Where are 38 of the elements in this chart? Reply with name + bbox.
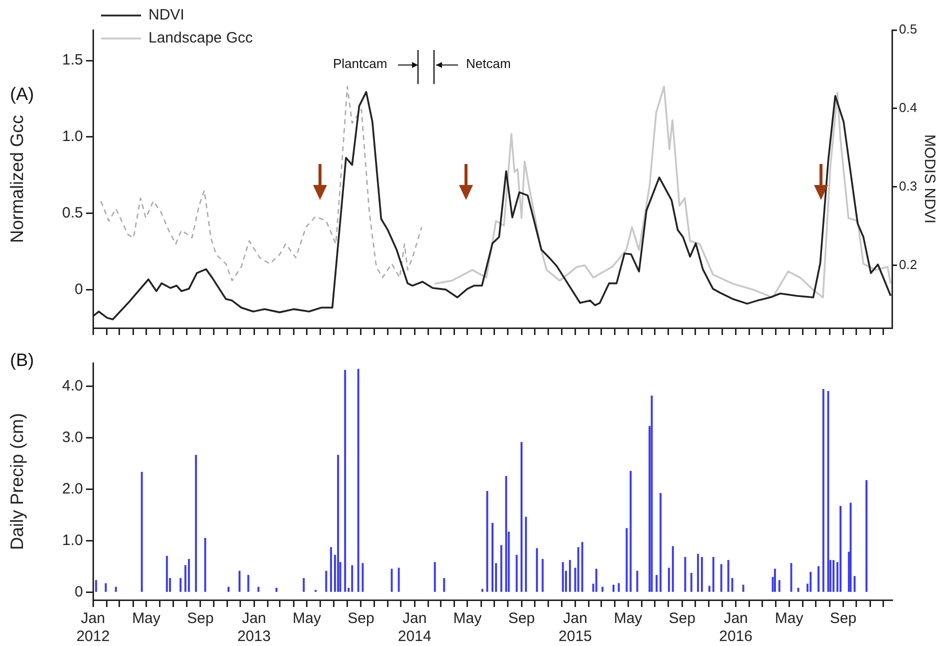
y-tick-label: 0 [74, 583, 83, 600]
x-tick-label: Jan 2012 [76, 610, 110, 646]
y-tick-label: 0 [74, 280, 83, 298]
y-tick-label: 2.0 [62, 480, 83, 498]
x-tick-label: Sep [348, 610, 374, 628]
y2-tick-label: 0.2 [899, 256, 918, 272]
y-tick-label: 1.5 [62, 52, 83, 69]
x-tick-label: May [453, 610, 482, 628]
legend-label: Landscape Gcc [148, 30, 254, 47]
x-tick-label: Jan 2014 [398, 610, 432, 646]
text: (A) [10, 84, 34, 105]
annotation: Netcam [466, 56, 511, 71]
x-tick-label: May [614, 610, 643, 628]
x-tick-label: Sep [668, 610, 696, 628]
annotation: Plantcam [333, 56, 388, 71]
y2-tick-label: 0.5 [899, 22, 918, 37]
x-tick-label: Jan 2015 [558, 610, 592, 646]
y-tick-label: 1.0 [62, 128, 83, 146]
y2-tick-label: 0.4 [899, 100, 918, 115]
x-tick-label: Sep [187, 610, 214, 628]
x-tick-label: Jan 2013 [237, 610, 271, 646]
x-tick-label: May [774, 610, 804, 628]
x-tick-label: Jan 2016 [719, 610, 752, 646]
y-tick-label: 0.5 [62, 204, 83, 222]
text: (B) [10, 350, 34, 371]
legend-label: NDVI [148, 6, 184, 24]
x-tick-label: Sep [830, 610, 857, 628]
y-axis-title: Normalized Gcc [6, 114, 27, 244]
x-tick-label: May [132, 610, 161, 628]
y-tick-label: 4.0 [62, 377, 83, 394]
line-series [100, 86, 422, 282]
x-tick-label: Sep [508, 610, 535, 628]
y2-tick-label: 0.3 [899, 178, 918, 194]
y-tick-label: 3.0 [62, 428, 83, 446]
y-axis-title: Daily Precip (cm) [6, 412, 27, 550]
y2-axis-title: MODIS NDVI [920, 134, 938, 224]
x-tick-label: May [292, 610, 322, 628]
y-tick-label: 1.0 [62, 532, 83, 549]
